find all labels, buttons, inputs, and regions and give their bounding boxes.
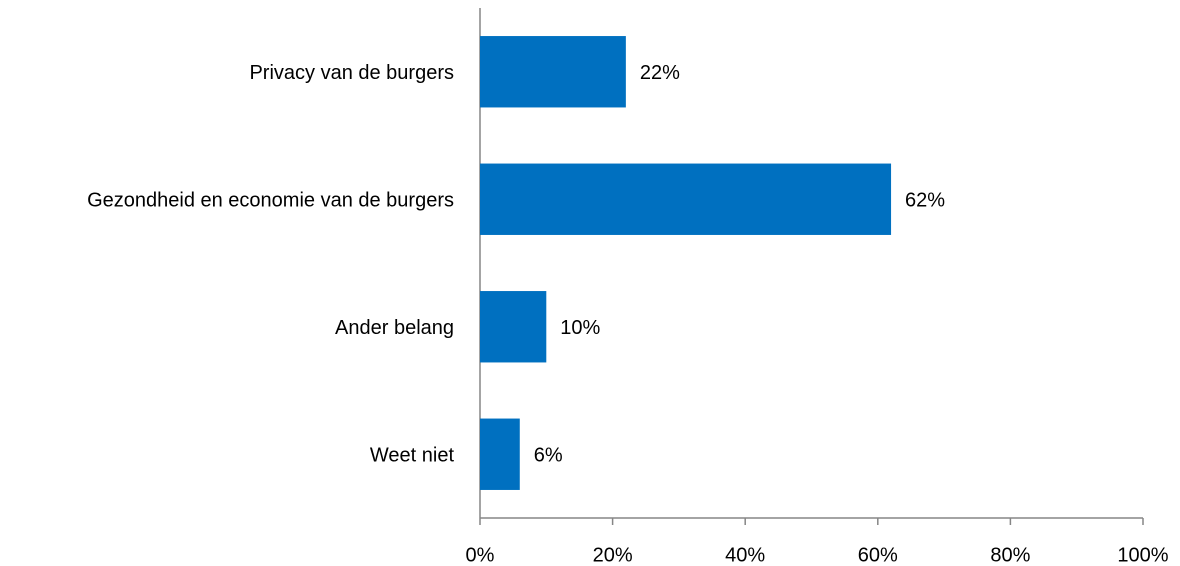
- category-label: Gezondheid en economie van de burgers: [87, 190, 454, 212]
- x-tick-label: 60%: [858, 544, 898, 566]
- x-tick-label: 80%: [990, 544, 1030, 566]
- value-label: 6%: [534, 445, 563, 467]
- x-tick-label: 0%: [466, 544, 495, 566]
- category-label: Weet niet: [370, 445, 455, 467]
- value-label: 62%: [905, 190, 945, 212]
- x-tick-label: 20%: [593, 544, 633, 566]
- bar: [480, 163, 892, 235]
- value-label: 10%: [560, 317, 600, 339]
- bar: [480, 418, 520, 490]
- x-tick-label: 100%: [1117, 544, 1168, 566]
- bar: [480, 291, 547, 363]
- x-tick-label: 40%: [725, 544, 765, 566]
- category-label: Ander belang: [335, 317, 454, 339]
- value-label: 22%: [640, 62, 680, 84]
- bar: [480, 36, 626, 108]
- category-label: Privacy van de burgers: [249, 62, 454, 84]
